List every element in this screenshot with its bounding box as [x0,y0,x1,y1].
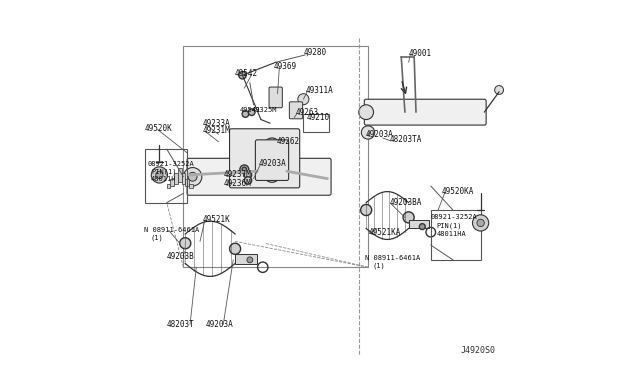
Circle shape [230,243,241,254]
Bar [235,254,257,263]
FancyBboxPatch shape [230,129,300,188]
Text: 49203BA: 49203BA [389,198,422,207]
Circle shape [248,109,255,115]
Circle shape [472,215,489,231]
Text: 49210: 49210 [307,113,330,122]
Circle shape [184,167,202,186]
Circle shape [180,238,191,249]
Circle shape [403,212,414,223]
Circle shape [247,257,253,263]
Text: 08921-3252A: 08921-3252A [431,214,477,220]
Bar [178,167,182,182]
Circle shape [156,171,163,179]
Bar [167,184,170,188]
FancyBboxPatch shape [255,140,289,180]
Text: N 08911-6461A: N 08911-6461A [365,255,420,261]
Text: 48203T: 48203T [167,320,195,329]
Text: PIN(1): PIN(1) [151,169,177,175]
Text: (1): (1) [151,234,164,241]
Bar [170,179,174,186]
Text: 49521K: 49521K [203,215,230,224]
Text: 49237M: 49237M [224,170,252,179]
Circle shape [419,224,425,230]
Bar [303,114,329,132]
Text: 49203A: 49203A [259,159,287,169]
Text: 49263: 49263 [296,108,319,117]
FancyBboxPatch shape [364,99,486,125]
Bar [189,184,193,188]
FancyBboxPatch shape [187,158,331,195]
Text: N 08911-6461A: N 08911-6461A [143,227,199,232]
Circle shape [244,177,252,184]
Circle shape [477,219,484,227]
Text: 49369: 49369 [274,61,297,71]
Text: 49203A: 49203A [205,320,234,329]
Text: 49521KA: 49521KA [369,228,401,237]
Text: 48203TA: 48203TA [389,135,422,144]
Text: PIN(1): PIN(1) [436,222,462,229]
Text: 49311A: 49311A [306,86,333,94]
Text: J4920S0: J4920S0 [460,346,495,355]
Bar [408,220,429,228]
Bar [431,210,481,260]
Text: 08921-3252A: 08921-3252A [147,161,194,167]
Circle shape [244,171,252,179]
FancyBboxPatch shape [269,87,282,108]
Text: 49262: 49262 [277,137,300,146]
Circle shape [151,167,168,183]
Circle shape [242,111,249,117]
Text: 49325M: 49325M [252,107,277,113]
Circle shape [495,86,504,94]
Bar [184,46,368,267]
Circle shape [360,205,372,215]
Text: 49520KA: 49520KA [442,187,474,196]
Circle shape [362,126,374,139]
Circle shape [188,172,197,181]
Text: 49520K: 49520K [145,124,172,133]
Text: 49542: 49542 [234,69,257,78]
Circle shape [240,165,249,174]
Text: 49203B: 49203B [167,251,195,261]
Circle shape [298,94,309,105]
Circle shape [239,71,246,79]
Bar [185,179,189,186]
FancyBboxPatch shape [289,102,303,119]
Text: 49203A: 49203A [366,130,394,139]
Bar [145,149,187,203]
Circle shape [359,105,374,119]
Text: 49231M: 49231M [203,126,230,135]
Text: 49280: 49280 [303,48,326,57]
Circle shape [242,167,246,171]
Bar [182,173,185,184]
Text: 49541: 49541 [240,107,261,113]
Ellipse shape [263,144,281,177]
Ellipse shape [259,138,285,182]
Text: 49001: 49001 [408,49,432,58]
Bar [174,173,178,184]
Text: (1): (1) [372,262,385,269]
Text: 48011HA: 48011HA [436,231,466,237]
Text: 49236M: 49236M [224,179,252,188]
Text: 49233A: 49233A [203,119,230,128]
Text: 48011H: 48011H [151,176,177,182]
